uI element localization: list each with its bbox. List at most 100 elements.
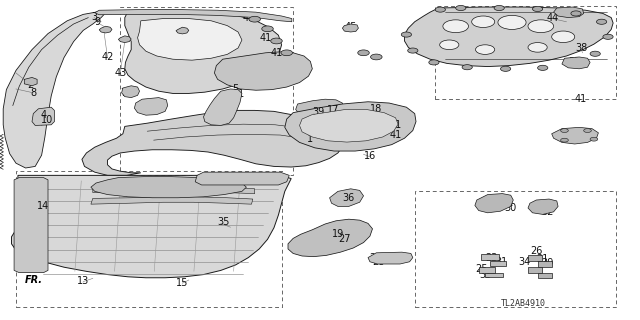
Text: 33: 33	[479, 269, 492, 280]
Polygon shape	[204, 89, 242, 125]
Text: 6: 6	[143, 99, 149, 109]
Polygon shape	[14, 178, 48, 273]
Polygon shape	[122, 86, 140, 98]
Text: 19: 19	[332, 228, 344, 239]
Text: 40: 40	[577, 132, 590, 142]
Polygon shape	[562, 57, 590, 69]
Text: 42: 42	[101, 52, 114, 62]
Text: 2: 2	[28, 80, 34, 90]
Text: 3: 3	[91, 12, 97, 22]
Text: 10: 10	[40, 115, 53, 125]
Polygon shape	[404, 7, 613, 67]
Text: 27: 27	[338, 234, 351, 244]
Text: 26: 26	[530, 245, 543, 256]
Circle shape	[472, 16, 495, 28]
Circle shape	[249, 16, 260, 22]
Bar	[479, 267, 495, 273]
Bar	[435, 6, 616, 99]
Polygon shape	[195, 172, 289, 185]
Circle shape	[440, 40, 459, 50]
Text: 44: 44	[546, 12, 559, 23]
Text: 20: 20	[369, 252, 381, 263]
Circle shape	[532, 6, 543, 12]
Text: 7: 7	[120, 88, 127, 98]
Circle shape	[429, 60, 439, 65]
Circle shape	[262, 26, 273, 32]
Text: 1: 1	[307, 134, 313, 144]
Polygon shape	[368, 252, 413, 264]
Bar	[528, 267, 542, 273]
Bar	[415, 191, 616, 307]
Text: 38: 38	[575, 43, 588, 53]
Text: 41: 41	[259, 33, 272, 44]
Circle shape	[462, 65, 472, 70]
Text: 16: 16	[364, 151, 376, 161]
Polygon shape	[99, 26, 112, 33]
Polygon shape	[296, 99, 344, 119]
Text: 24: 24	[541, 202, 554, 212]
Text: 22: 22	[501, 198, 514, 208]
Text: 41: 41	[389, 130, 402, 140]
Text: 23: 23	[485, 252, 498, 263]
Polygon shape	[554, 7, 584, 18]
Polygon shape	[12, 175, 291, 278]
Circle shape	[456, 5, 466, 11]
Circle shape	[538, 65, 548, 70]
Text: 4: 4	[40, 109, 47, 120]
Polygon shape	[176, 27, 189, 34]
Circle shape	[590, 137, 598, 141]
Polygon shape	[134, 98, 168, 115]
Circle shape	[584, 129, 591, 132]
Text: FR.: FR.	[24, 276, 42, 285]
Text: 15: 15	[176, 277, 189, 288]
Circle shape	[443, 20, 468, 33]
Circle shape	[498, 15, 526, 29]
Circle shape	[528, 43, 547, 52]
Polygon shape	[3, 11, 106, 168]
Polygon shape	[285, 102, 416, 151]
Bar	[528, 255, 542, 261]
Text: 21: 21	[536, 253, 549, 264]
Circle shape	[371, 54, 382, 60]
Text: 13: 13	[77, 276, 90, 286]
Circle shape	[596, 19, 607, 24]
Text: 18: 18	[369, 104, 382, 114]
Polygon shape	[125, 10, 282, 93]
Text: 41: 41	[575, 93, 588, 104]
Text: 28: 28	[372, 257, 385, 268]
Text: 37: 37	[568, 57, 581, 68]
Text: 14: 14	[37, 201, 50, 212]
Circle shape	[358, 50, 369, 56]
Polygon shape	[528, 199, 558, 214]
Circle shape	[408, 48, 418, 53]
Bar	[485, 273, 503, 277]
Text: 41: 41	[389, 120, 402, 130]
Text: 41: 41	[242, 12, 255, 23]
Polygon shape	[118, 36, 131, 43]
Circle shape	[552, 31, 575, 43]
Polygon shape	[552, 127, 598, 144]
Text: 29: 29	[541, 258, 554, 268]
Text: 34: 34	[518, 257, 531, 268]
Text: 43: 43	[114, 68, 127, 78]
Polygon shape	[91, 177, 246, 198]
Text: 9: 9	[94, 17, 100, 27]
Circle shape	[603, 34, 613, 39]
Circle shape	[571, 11, 581, 16]
Polygon shape	[214, 52, 312, 90]
Text: TL2AB4910: TL2AB4910	[500, 299, 545, 308]
Text: 39: 39	[312, 107, 325, 117]
Text: 12: 12	[143, 104, 156, 114]
Circle shape	[476, 45, 495, 54]
Bar	[538, 273, 552, 278]
Circle shape	[561, 129, 568, 132]
Polygon shape	[24, 77, 37, 86]
Bar	[120, 7, 293, 175]
Polygon shape	[91, 197, 253, 204]
Polygon shape	[300, 109, 398, 142]
Text: 30: 30	[504, 203, 517, 213]
Bar	[538, 261, 552, 267]
Circle shape	[281, 50, 292, 56]
Circle shape	[271, 38, 282, 44]
Circle shape	[435, 7, 445, 12]
